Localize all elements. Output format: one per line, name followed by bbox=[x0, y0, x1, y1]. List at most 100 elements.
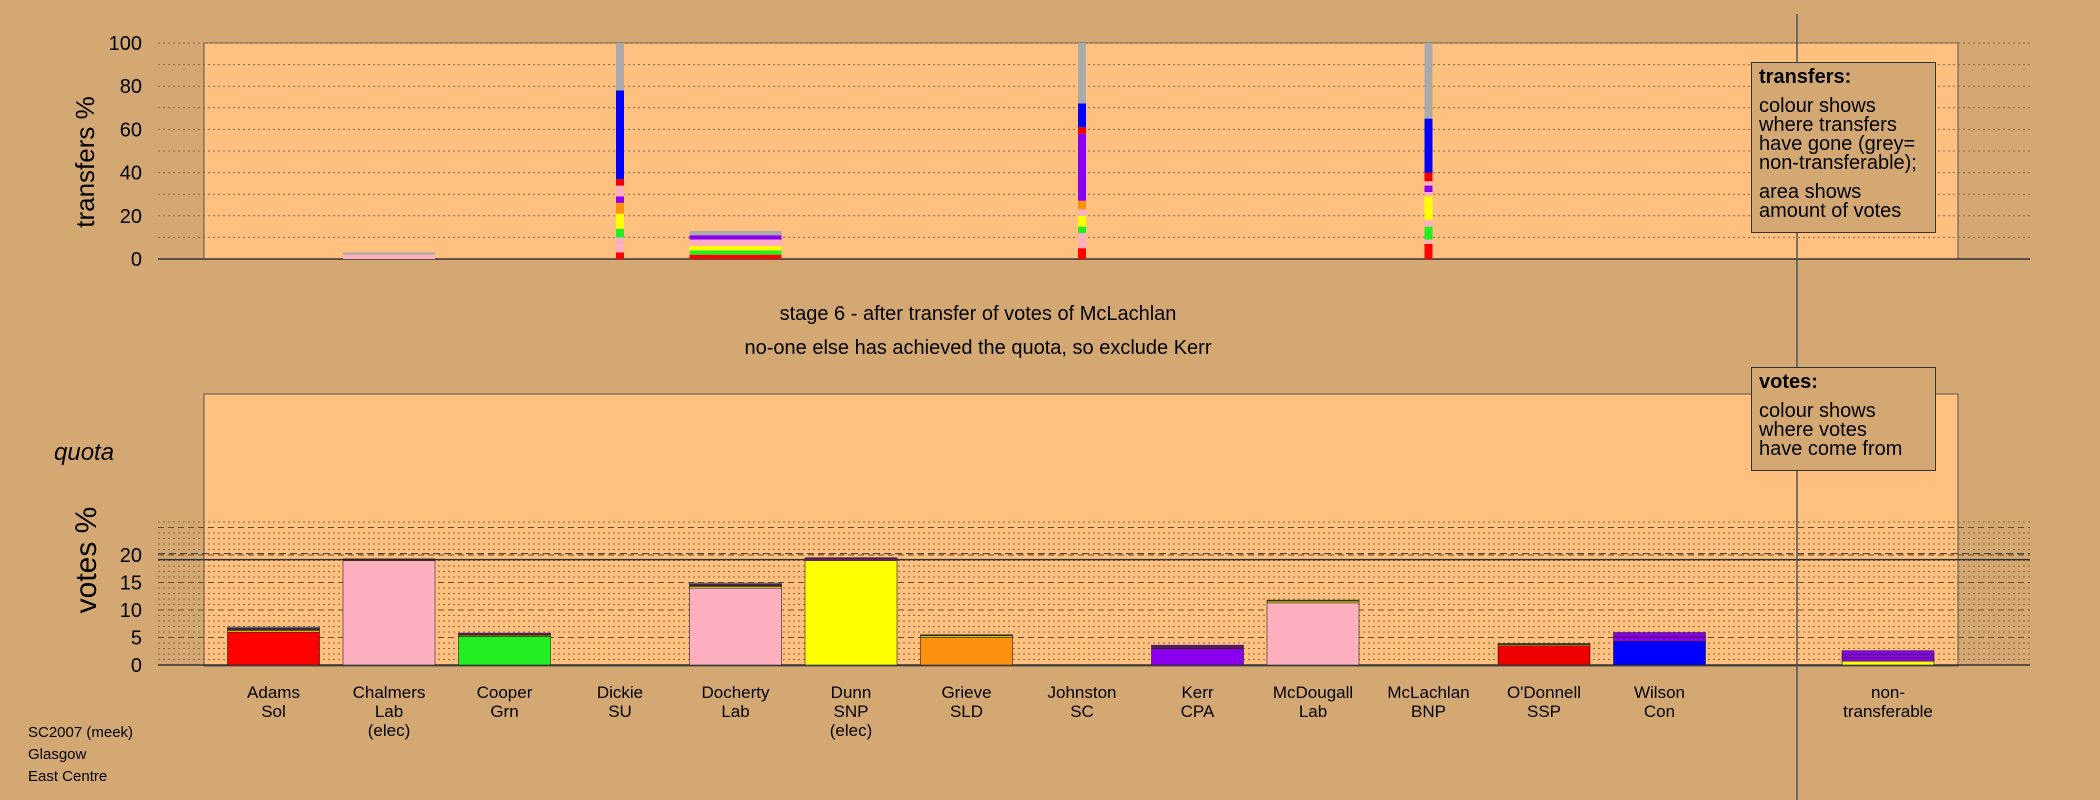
transfer-segment-johnston bbox=[1078, 226, 1086, 234]
votes-y-tick: 15 bbox=[120, 573, 142, 595]
votes-y-axis: 0 5 10 15 20 bbox=[120, 545, 142, 677]
vote-segment-mcdougall bbox=[1266, 599, 1360, 602]
votes-y-tick: 10 bbox=[120, 600, 142, 622]
vote-segment-kerr bbox=[1151, 648, 1244, 666]
non-transferable-label: transferable bbox=[1843, 702, 1933, 721]
vote-segment-dunn bbox=[804, 557, 898, 560]
transfer-segment-mclachlan bbox=[1424, 243, 1433, 259]
transfer-segment-johnston bbox=[1078, 200, 1086, 210]
transfer-segment-docherty bbox=[689, 246, 782, 251]
candidate-label-dunn: Dunn bbox=[831, 683, 872, 702]
transfers-y-axis: 0 20 40 60 80 100 bbox=[109, 33, 142, 271]
candidate-label-docherty: Docherty bbox=[701, 683, 770, 702]
candidate-label-chalmers: (elec) bbox=[368, 721, 411, 740]
transfers-y-tick: 40 bbox=[120, 163, 142, 185]
candidate-label-grieve: Grieve bbox=[941, 683, 991, 702]
votes-y-tick: 20 bbox=[120, 545, 142, 567]
caption-line: Glasgow bbox=[28, 746, 87, 763]
candidate-label-o-donnell: O'Donnell bbox=[1507, 683, 1581, 702]
votes-legend-title: votes: bbox=[1759, 371, 1818, 393]
transfer-segment-johnston bbox=[1078, 215, 1086, 227]
transfer-segment-docherty bbox=[689, 239, 782, 247]
candidate-label-dickie: SU bbox=[608, 702, 632, 721]
transfers-legend-line: colour shows bbox=[1759, 95, 1876, 117]
vote-segment-wilson bbox=[1613, 636, 1706, 642]
vote-segment-docherty bbox=[689, 582, 782, 585]
candidate-label-mcdougall: Lab bbox=[1299, 702, 1327, 721]
transfers-y-label: transfers % bbox=[70, 96, 100, 228]
candidate-label-dunn: (elec) bbox=[830, 721, 873, 740]
vote-segment-kerr bbox=[1151, 644, 1244, 648]
candidate-label-adams: Adams bbox=[247, 683, 300, 702]
transfers-legend-line: where transfers bbox=[1759, 114, 1897, 136]
votes-legend-line: where votes bbox=[1759, 419, 1867, 441]
vote-segment-cooper bbox=[458, 636, 551, 666]
transfer-segment-dickie bbox=[616, 252, 624, 259]
vote-segment-mcdougall bbox=[1266, 602, 1360, 666]
non-transferable-label: non- bbox=[1871, 683, 1905, 702]
transfers-y-tick: 80 bbox=[120, 76, 142, 98]
transfer-segment-mclachlan bbox=[1424, 172, 1433, 182]
transfers-legend: transfers: colour shows where transfers … bbox=[1751, 62, 1936, 233]
votes-plot-area bbox=[203, 393, 1959, 667]
vote-segment-grieve bbox=[920, 637, 1013, 666]
transfer-segment-dickie bbox=[616, 213, 624, 229]
candidate-label-chalmers: Chalmers bbox=[353, 683, 426, 702]
transfer-segment-mclachlan bbox=[1424, 118, 1433, 173]
votes-y-label: votes % bbox=[70, 507, 103, 614]
transfer-segment-mclachlan bbox=[1424, 181, 1433, 186]
votes-legend: votes: colour shows where votes have com… bbox=[1751, 367, 1936, 471]
vote-segment-non-transferable bbox=[1841, 660, 1935, 666]
votes-legend-line: have come from bbox=[1759, 438, 1903, 460]
transfers-y-tick: 0 bbox=[131, 249, 142, 271]
stage-title: stage 6 - after transfer of votes of McL… bbox=[780, 303, 1177, 325]
transfer-segment-chalmers bbox=[343, 254, 435, 259]
candidate-label-wilson: Wilson bbox=[1634, 683, 1685, 702]
vote-segment-o-donnell bbox=[1497, 645, 1591, 666]
transfer-segment-mclachlan bbox=[1424, 192, 1433, 197]
transfer-segment-dickie bbox=[616, 179, 624, 186]
transfer-segment-mclachlan bbox=[1424, 43, 1433, 119]
candidate-label-grieve: SLD bbox=[950, 702, 983, 721]
candidate-label-dunn: SNP bbox=[834, 702, 869, 721]
transfer-segment-mclachlan bbox=[1424, 185, 1433, 193]
candidate-label-johnston: Johnston bbox=[1048, 683, 1117, 702]
votes-y-tick: 0 bbox=[131, 655, 142, 677]
candidate-label-cooper: Cooper bbox=[477, 683, 533, 702]
transfer-segment-johnston bbox=[1078, 127, 1086, 134]
transfer-segment-johnston bbox=[1078, 248, 1086, 259]
transfer-segment-johnston bbox=[1078, 209, 1086, 216]
transfer-segment-docherty bbox=[689, 250, 782, 255]
transfer-segment-mclachlan bbox=[1424, 220, 1433, 227]
transfers-y-tick: 100 bbox=[109, 33, 142, 55]
transfer-segment-dickie bbox=[616, 185, 624, 197]
vote-segment-wilson bbox=[1613, 641, 1706, 666]
votes-bars bbox=[227, 557, 1935, 666]
vote-segment-chalmers bbox=[342, 558, 436, 560]
candidate-label-johnston: SC bbox=[1070, 702, 1094, 721]
caption-line: SC2007 (meek) bbox=[28, 724, 134, 741]
transfer-segment-johnston bbox=[1078, 103, 1086, 128]
transfer-segment-mclachlan bbox=[1424, 226, 1433, 240]
transfer-segment-docherty bbox=[689, 235, 782, 240]
candidate-label-mcdougall: McDougall bbox=[1273, 683, 1353, 702]
transfers-legend-line: non-transferable); bbox=[1759, 152, 1917, 174]
candidate-label-docherty: Lab bbox=[721, 702, 749, 721]
transfers-y-tick: 60 bbox=[120, 119, 142, 141]
election-caption: SC2007 (meek) Glasgow East Centre bbox=[28, 722, 133, 788]
vote-segment-cooper bbox=[458, 632, 551, 635]
vote-segment-non-transferable bbox=[1841, 650, 1935, 655]
transfer-segment-docherty bbox=[689, 230, 782, 236]
transfer-segment-dickie bbox=[616, 228, 624, 238]
vote-segment-non-transferable bbox=[1841, 654, 1935, 659]
vote-segment-adams bbox=[227, 631, 320, 666]
candidate-label-adams: Sol bbox=[261, 702, 286, 721]
vote-segment-docherty bbox=[689, 587, 782, 666]
transfers-legend-text: colour shows where transfers have gone (… bbox=[1759, 95, 1928, 174]
transfer-segment-johnston bbox=[1078, 233, 1086, 249]
transfers-legend-line: amount of votes bbox=[1759, 200, 1902, 222]
vote-segment-o-donnell bbox=[1497, 643, 1591, 645]
transfer-segment-dickie bbox=[616, 237, 624, 253]
stage-subtitle: no-one else has achieved the quota, so e… bbox=[745, 337, 1212, 359]
transfer-segment-johnston bbox=[1078, 43, 1086, 104]
